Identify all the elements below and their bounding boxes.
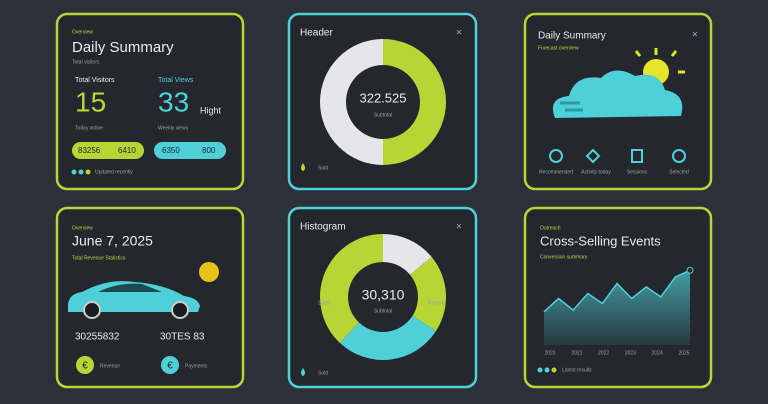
donut-segment	[409, 256, 446, 331]
donut-segment	[320, 234, 383, 343]
card-title: Cross-Selling Events	[540, 233, 661, 248]
caption: Subtotal	[374, 112, 392, 118]
close-button[interactable]: ×	[692, 30, 698, 41]
donut-segment	[339, 315, 437, 360]
x-tick-label: 2024	[652, 350, 663, 356]
icon-label: Activity today	[581, 169, 611, 175]
footer: Updated recently	[95, 169, 133, 175]
card-title: June 7, 2025	[72, 233, 153, 249]
dot	[85, 169, 91, 175]
stat: 30255832	[75, 332, 120, 343]
caption: Total Revenue Statistics	[72, 255, 126, 261]
badge-caption: Payments	[185, 363, 208, 369]
x-tick-label: 2021	[571, 350, 582, 356]
area-chart: 2020 2021 2022 2023 2024 2025	[543, 266, 694, 356]
caption: Total visitors	[72, 59, 100, 65]
badge-text: €	[82, 361, 88, 372]
footer: Latest results	[562, 367, 592, 373]
caption: Conversion summary	[540, 254, 588, 260]
donut-center: 322.525	[360, 90, 407, 105]
stat: 30TES 83	[160, 332, 205, 343]
pill-text: 800	[202, 146, 216, 155]
pill	[154, 142, 226, 159]
stat-unit: Hight	[200, 105, 222, 115]
x-tick-label: 2020	[544, 350, 555, 356]
icon-label: Recommended	[539, 169, 573, 175]
pill-text: 6350	[162, 146, 180, 155]
card-title: Histogram	[300, 222, 346, 233]
pill	[72, 142, 144, 159]
line	[543, 269, 691, 313]
close-button[interactable]: ×	[456, 28, 462, 39]
donut	[320, 39, 446, 165]
pill-text: 83256	[78, 146, 101, 155]
icons	[549, 148, 686, 164]
legend-item: Returns	[428, 300, 446, 306]
dot	[537, 367, 543, 373]
icon	[301, 368, 305, 376]
stat-value: 33	[158, 86, 189, 117]
icon-label: Selected	[669, 169, 689, 175]
icon-label: Sessions	[627, 169, 648, 175]
weather-icon	[552, 48, 685, 118]
donut-segment	[383, 234, 432, 275]
card	[287, 12, 478, 191]
kicker: Outreach	[540, 225, 561, 231]
car	[68, 281, 200, 319]
footer: Sold	[318, 370, 328, 376]
card	[287, 206, 478, 389]
card-title: Daily Summary	[72, 39, 174, 56]
end-marker	[686, 266, 694, 274]
close-button[interactable]: ×	[456, 222, 462, 233]
stat-label: Total Views	[158, 77, 194, 84]
x-tick-label: 2025	[678, 350, 689, 356]
badge	[161, 356, 179, 374]
donut-center: 30,310	[362, 287, 405, 303]
stat-caption: Today active	[75, 125, 103, 131]
card-title: Daily Summary	[538, 31, 606, 42]
pill-text: 6410	[118, 146, 136, 155]
x-tick-label: 2022	[598, 350, 609, 356]
legend-item: Sales	[318, 300, 331, 306]
badge	[76, 356, 94, 374]
footer: Sold	[318, 165, 328, 171]
caption: Forecast overview	[538, 45, 579, 51]
donut-segment	[383, 39, 446, 165]
coin	[199, 262, 219, 282]
kicker: Overview	[72, 225, 93, 231]
icon	[301, 163, 305, 171]
dot	[544, 367, 550, 373]
badge-caption: Revenue	[100, 363, 120, 369]
donut-segment	[320, 39, 383, 165]
stat-label: Total Visitors	[75, 77, 115, 84]
stat-value: 15	[75, 86, 106, 117]
dot	[551, 367, 557, 373]
donut	[320, 234, 446, 360]
area	[544, 270, 690, 345]
x-tick-label: 2023	[625, 350, 636, 356]
stat-caption: Weekly views	[158, 125, 189, 131]
dot	[78, 169, 84, 175]
dot	[71, 169, 77, 175]
badge-text: €	[167, 361, 173, 372]
kicker: Overview	[72, 29, 93, 35]
caption: Subtotal	[374, 308, 392, 314]
card-title: Header	[300, 28, 333, 39]
